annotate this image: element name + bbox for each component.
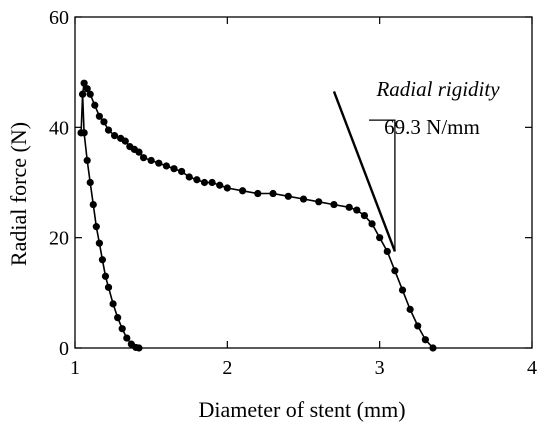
- data-point: [360, 212, 369, 220]
- data-point: [299, 195, 308, 203]
- data-point: [155, 159, 163, 167]
- data-point: [135, 344, 143, 352]
- data-point: [330, 200, 338, 209]
- y-axis-title: Radial force (N): [6, 122, 31, 266]
- rigidity-value: 69.3 N/mm: [384, 115, 480, 139]
- data-point: [95, 112, 103, 120]
- data-point: [383, 247, 391, 256]
- data-point: [123, 334, 131, 342]
- data-point: [95, 239, 103, 247]
- data-point: [170, 165, 178, 173]
- data-point: [429, 344, 437, 352]
- data-point: [80, 129, 88, 137]
- rigidity-annotation: [332, 91, 397, 252]
- data-point: [100, 118, 108, 126]
- data-point: [398, 286, 407, 294]
- series-line: [80, 80, 434, 349]
- data-point: [79, 90, 87, 98]
- data-point: [109, 300, 117, 308]
- data-point: [223, 184, 231, 192]
- data-point: [118, 325, 126, 333]
- data-point: [193, 176, 201, 184]
- data-point: [83, 156, 91, 165]
- data-point: [92, 223, 100, 231]
- data-point: [208, 178, 216, 187]
- rigidity-label: Radial rigidity: [375, 77, 500, 101]
- x-tick-label: 2: [222, 357, 232, 379]
- data-point: [111, 132, 119, 140]
- data-point: [101, 272, 110, 280]
- series-2: [79, 90, 143, 352]
- data-point: [345, 203, 353, 211]
- y-tick-label: 40: [49, 117, 69, 139]
- data-point: [414, 322, 422, 330]
- data-point: [185, 173, 193, 181]
- data-point: [376, 234, 384, 242]
- data-point: [98, 256, 107, 264]
- x-tick-label: 1: [70, 357, 80, 379]
- y-tick-label: 60: [49, 7, 69, 29]
- data-point: [238, 187, 247, 195]
- data-point: [269, 189, 277, 198]
- data-point: [200, 178, 209, 187]
- data-point: [89, 200, 97, 209]
- x-tick-label: 3: [375, 357, 385, 379]
- data-series: [77, 79, 437, 352]
- y-tick-label: 20: [49, 228, 69, 250]
- data-point: [216, 181, 224, 189]
- data-point: [353, 206, 361, 214]
- data-point: [80, 79, 88, 87]
- data-point: [91, 101, 99, 109]
- data-point: [114, 314, 122, 322]
- plot-border: [74, 16, 533, 349]
- data-point: [139, 154, 148, 162]
- plot-area: [74, 16, 533, 349]
- data-point: [315, 198, 323, 206]
- data-point: [121, 137, 129, 145]
- data-point: [104, 126, 113, 134]
- data-point: [284, 192, 292, 200]
- data-point: [104, 283, 113, 291]
- slope-triangle: [369, 119, 396, 252]
- x-axis-title: Diameter of stent (mm): [198, 397, 405, 422]
- data-point: [254, 189, 262, 198]
- y-tick-label: 0: [59, 338, 69, 360]
- data-point: [162, 162, 170, 170]
- data-point: [421, 336, 429, 344]
- series-1: [77, 79, 437, 352]
- data-point: [368, 220, 376, 228]
- data-point: [86, 90, 94, 98]
- data-point: [178, 167, 186, 176]
- data-point: [135, 148, 143, 156]
- x-tick-label: 4: [527, 357, 537, 379]
- data-point: [406, 305, 414, 313]
- data-point: [147, 156, 155, 165]
- data-point: [391, 267, 399, 275]
- data-point: [86, 178, 94, 187]
- tangent-line: [332, 91, 397, 252]
- data-point: [83, 85, 91, 93]
